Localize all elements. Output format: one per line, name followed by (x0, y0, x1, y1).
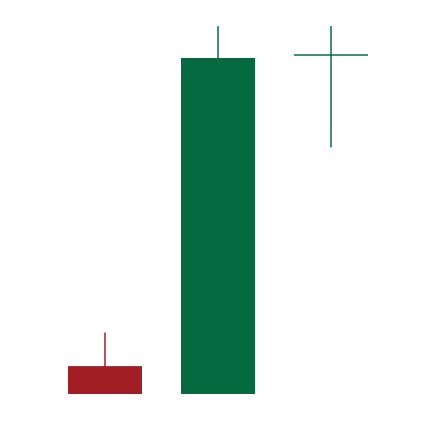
candle-1 (68, 332, 142, 394)
candle-2 (181, 26, 255, 394)
candle-3 (294, 26, 368, 148)
candle-1-body (68, 366, 142, 394)
candle-2-body (181, 58, 255, 394)
candles-layer (68, 26, 368, 394)
